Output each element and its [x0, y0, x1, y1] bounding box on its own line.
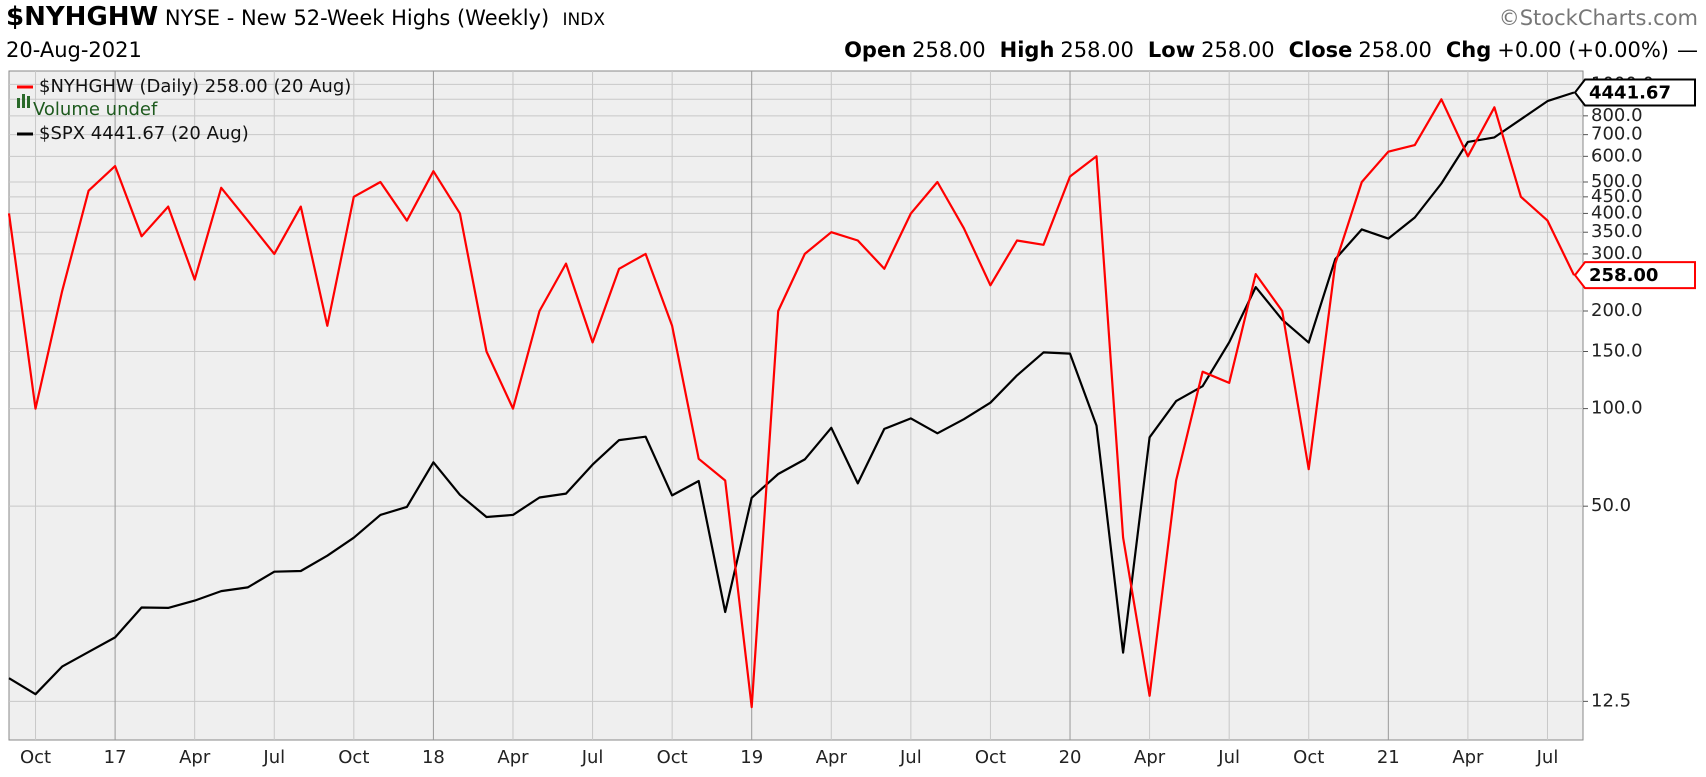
end-flag: [1573, 78, 1696, 107]
x-tick-label: Jul: [1217, 747, 1240, 768]
x-tick-label: Oct: [975, 747, 1006, 768]
x-tick-label: Jul: [581, 747, 604, 768]
legend-label: $SPX 4441.67 (20 Aug): [39, 123, 249, 144]
x-tick-label: Jul: [1536, 747, 1559, 768]
y-tick-label: 12.5: [1591, 690, 1631, 711]
x-tick-label: Oct: [657, 747, 688, 768]
quote-value: +0.00 (+0.00%): [1497, 38, 1669, 62]
y-tick-label: 150.0: [1591, 341, 1643, 362]
y-tick-label: 500.0: [1591, 171, 1643, 192]
x-tick-label: Oct: [1293, 747, 1324, 768]
legend-label: $NYHGHW (Daily) 258.00 (20 Aug): [39, 76, 351, 97]
x-tick-label: Apr: [816, 747, 848, 768]
quote-value: 258.00: [1060, 38, 1134, 62]
x-tick-label: 20: [1059, 747, 1082, 768]
x-tick-label: Apr: [1452, 747, 1484, 768]
exchange: INDX: [562, 10, 605, 30]
x-tick-label: Oct: [20, 747, 51, 768]
x-tick-label: 17: [104, 747, 127, 768]
quote-row: 20-Aug-2021 Open 258.00 High 258.00 Low 258.0…: [6, 38, 1698, 62]
x-tick-label: 21: [1377, 747, 1400, 768]
quote: Open 258.00 High 258.00 Low 258.00 Close 258.00…: [844, 38, 1669, 62]
description: NYSE - New 52-Week Highs (Weekly): [164, 6, 550, 30]
y-tick-label: 400.0: [1591, 202, 1643, 223]
quote-value: 258.00: [1201, 38, 1275, 62]
quote-value: 258.00: [912, 38, 986, 62]
y-tick-label: 450.0: [1591, 186, 1643, 207]
x-tick-label: 18: [422, 747, 445, 768]
quote-label: High: [999, 38, 1055, 62]
y-tick-label: 350.0: [1591, 221, 1643, 242]
x-tick-label: Oct: [338, 747, 369, 768]
y-tick-label: 1000.0: [1591, 73, 1654, 94]
source: ©StockCharts.com: [1498, 6, 1698, 30]
y-tick-label: 700.0: [1591, 124, 1643, 145]
quote-label: Low: [1147, 38, 1196, 62]
legend-swatch: [17, 98, 20, 108]
y-tick-label: 100.0: [1591, 398, 1643, 419]
symbol: $NYHGHW: [6, 2, 159, 32]
series-line: [8, 91, 1575, 696]
plot-area: [8, 70, 1584, 741]
x-tick-label: Apr: [179, 747, 211, 768]
y-tick-label: 50.0: [1591, 495, 1631, 516]
y-tick-label: 900.0: [1591, 88, 1643, 109]
x-tick-label: Jul: [262, 747, 285, 768]
end-flag: [1573, 261, 1696, 290]
header-row: $NYHGHW NYSE - New 52-Week Highs (Weekly…: [6, 2, 1698, 32]
series-line: [7, 98, 1575, 709]
quote-label: Close: [1288, 38, 1353, 62]
quote-label: Chg: [1445, 38, 1492, 62]
x-tick-label: 19: [740, 747, 763, 768]
y-tick-label: 600.0: [1591, 145, 1643, 166]
y-tick-label: 200.0: [1591, 300, 1643, 321]
end-label: 4441.67: [1589, 82, 1671, 103]
quote-value: 258.00: [1358, 38, 1432, 62]
y-tick-label: 800.0: [1591, 105, 1643, 126]
date: 20-Aug-2021: [6, 38, 142, 62]
legend-label: Volume undef: [33, 99, 158, 120]
quote-label: Open: [844, 38, 907, 62]
x-tick-label: Apr: [497, 747, 529, 768]
legend-swatch: [22, 94, 25, 108]
x-tick-label: Jul: [899, 747, 922, 768]
y-tick-label: 300.0: [1591, 243, 1643, 264]
x-tick-label: Apr: [1134, 747, 1166, 768]
end-label: 258.00: [1589, 265, 1658, 286]
legend-swatch: [27, 96, 30, 108]
